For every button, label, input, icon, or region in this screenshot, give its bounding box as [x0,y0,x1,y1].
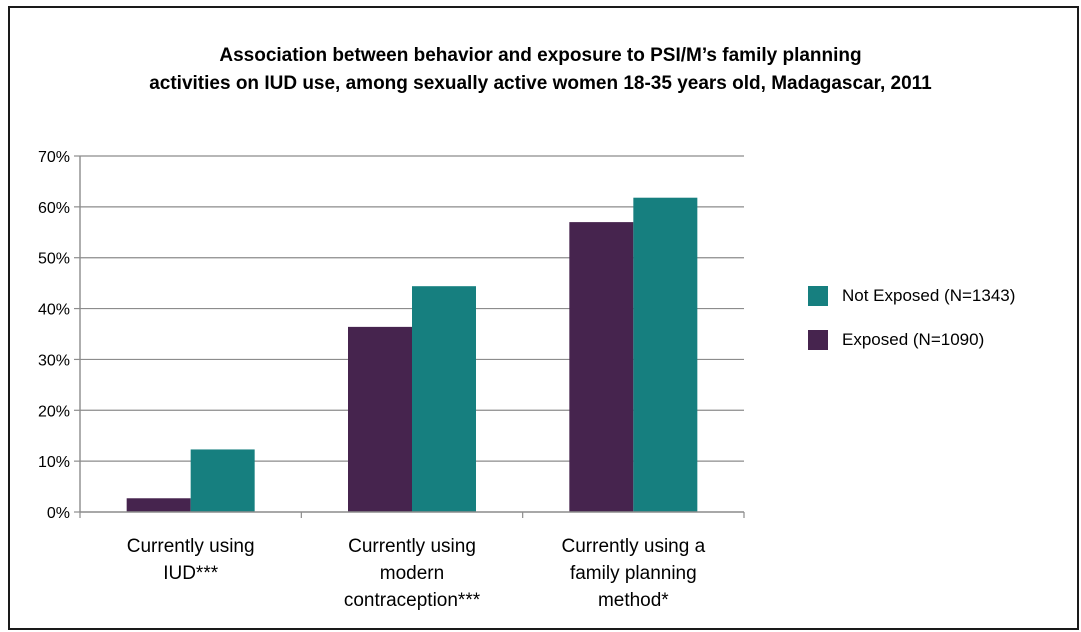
bar-not-exposed [412,286,476,512]
x-category-label: modern [380,563,444,584]
bar-exposed [126,498,191,512]
y-tick-label: 20% [38,403,70,420]
axis-labels: 0% 10% 20% 30% 40% 50% 60% 70% Currently using IU… [38,149,706,611]
legend-item-not-exposed: Not Exposed (N=1343) [808,286,1015,306]
chart-title-line-2: activities on IUD use, among sexually ac… [149,73,932,94]
legend-swatch-not-exposed [808,286,828,306]
y-tick-label: 50% [38,251,70,268]
x-category-label: method* [598,590,669,611]
y-tick-label: 30% [38,352,70,369]
legend-item-exposed: Exposed (N=1090) [808,330,1015,350]
bar-not-exposed [633,197,698,512]
legend: Not Exposed (N=1343) Exposed (N=1090) [808,286,1015,374]
bar-exposed [348,326,412,512]
chart-frame [8,6,1079,630]
chart-title-line-1: Association between behavior and exposur… [219,45,862,66]
legend-swatch-exposed [808,330,828,350]
x-category-label: Currently using [127,536,255,557]
axes [74,155,745,518]
y-tick-label: 40% [38,302,70,319]
y-tick-label: 70% [38,149,70,166]
x-category-label: contraception*** [344,590,481,611]
legend-label-exposed: Exposed (N=1090) [842,330,985,349]
x-category-label: family planning [570,563,697,584]
x-category-label: Currently using [348,536,476,557]
x-category-label: Currently using a [562,536,706,557]
legend-label-not-exposed: Not Exposed (N=1343) [842,286,1016,305]
y-tick-label: 60% [38,200,70,217]
y-tick-label: 10% [38,454,70,471]
y-tick-label: 0% [47,505,70,522]
chart-title: Association between behavior and exposur… [0,42,1081,98]
bars [126,197,698,512]
bar-not-exposed [190,449,255,512]
x-category-label: IUD*** [163,563,219,584]
bar-exposed [569,222,634,512]
